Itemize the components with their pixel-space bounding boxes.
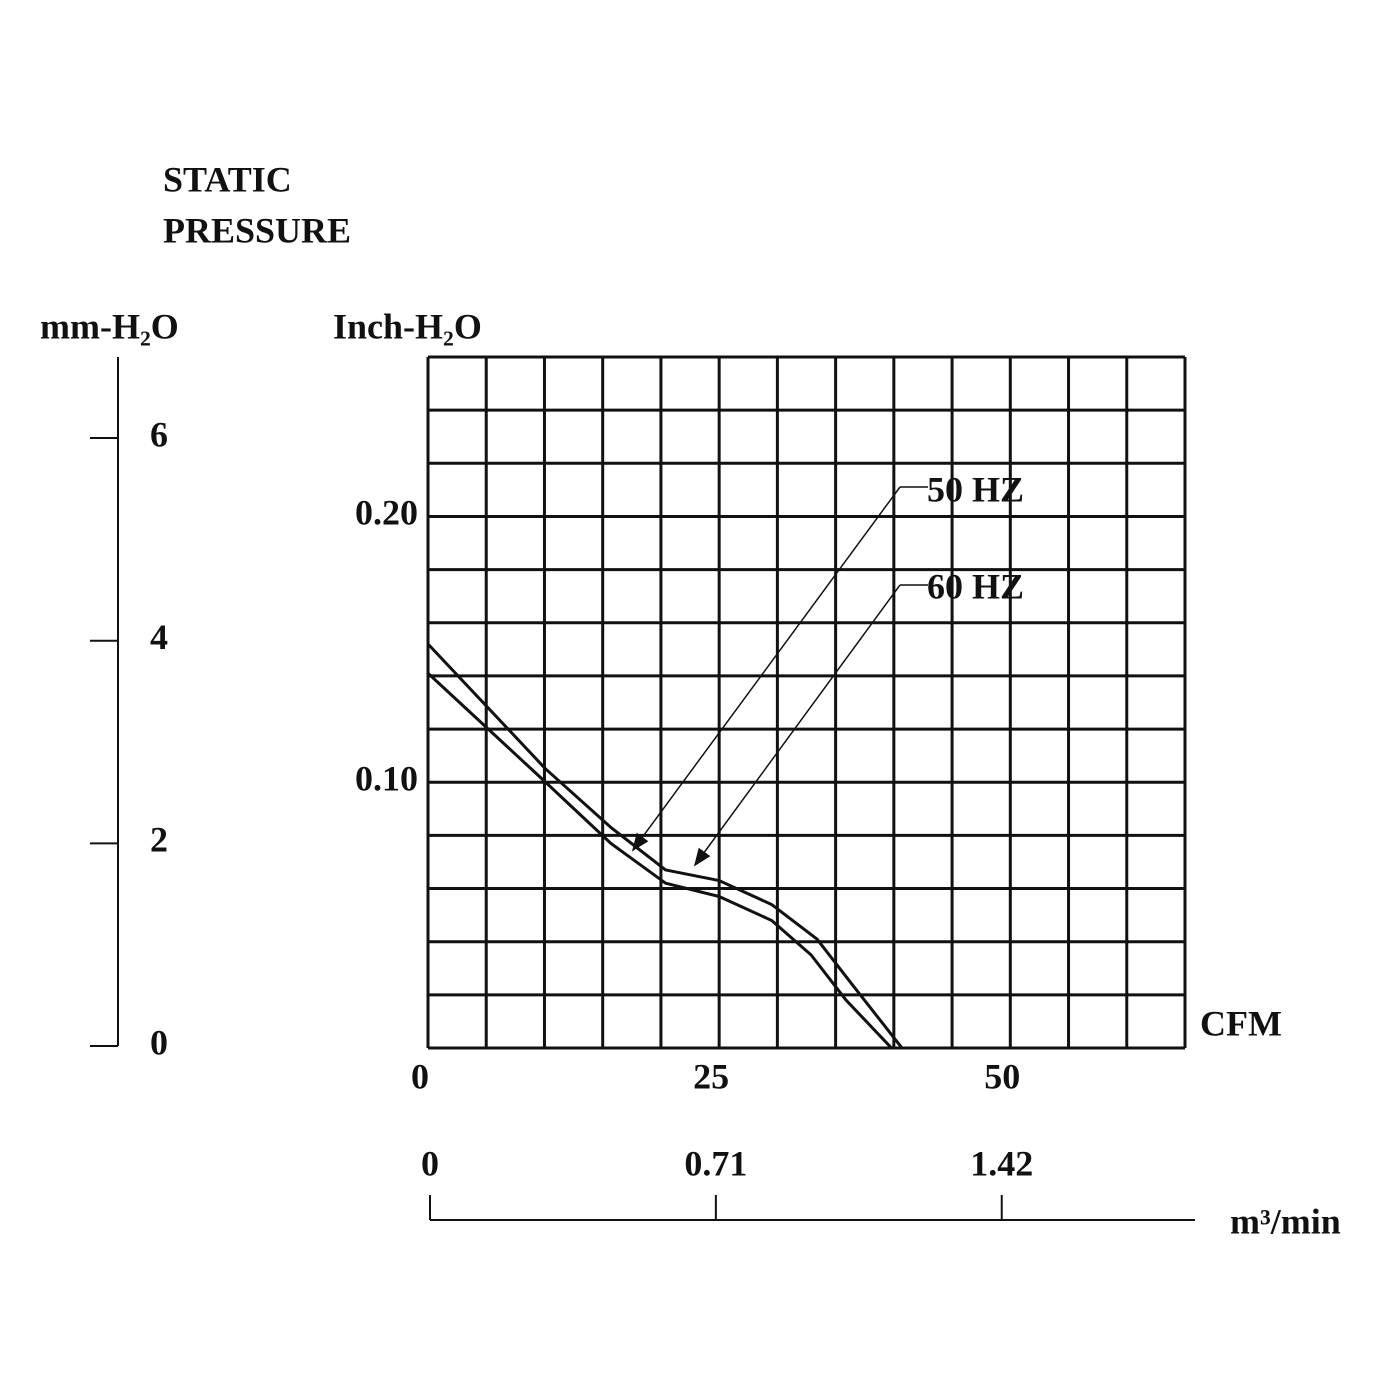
x-tick-label: 25 — [693, 1056, 729, 1096]
y2-tick-label: 4 — [150, 617, 168, 657]
series-label: 60 HZ — [927, 566, 1024, 606]
x2-tick-label: 1.42 — [970, 1143, 1033, 1183]
x-tick-label: 50 — [984, 1056, 1020, 1096]
title-line: STATIC — [163, 159, 292, 199]
y2-tick-label: 6 — [150, 414, 168, 454]
y2-tick-label: 0 — [150, 1022, 168, 1062]
curve — [426, 672, 893, 1050]
y2-axis-label: mm-H₂O — [40, 306, 179, 346]
y2-tick-label: 2 — [150, 820, 168, 860]
x-axis-label: CFM — [1200, 1003, 1282, 1043]
y-axis-label: Inch-H₂O — [333, 306, 482, 346]
arrow — [631, 486, 901, 852]
x2-tick-label: 0.71 — [684, 1143, 747, 1183]
x2-axis-label: m³/min — [1230, 1201, 1341, 1241]
x2-tick-label: 0 — [421, 1143, 439, 1183]
curve — [426, 643, 904, 1049]
y-tick-label: 0.10 — [355, 758, 418, 798]
arrow — [693, 584, 901, 867]
title-line: PRESSURE — [163, 210, 351, 250]
y-tick-label: 0.20 — [355, 493, 418, 533]
x-tick-label: 0 — [411, 1056, 429, 1096]
series-label: 50 HZ — [927, 469, 1024, 509]
